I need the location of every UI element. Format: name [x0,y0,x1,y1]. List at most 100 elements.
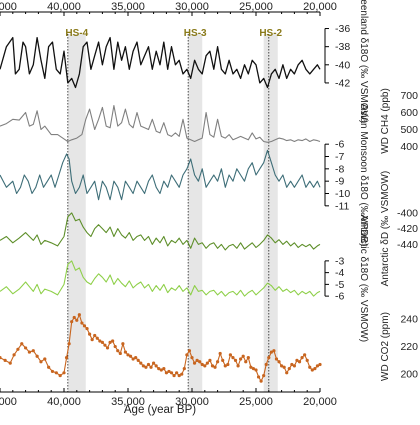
co2-data-point [172,373,176,378]
co2-data-point [149,365,153,369]
co2-data-point [223,364,227,368]
greenland-y-tick-label: -40 [335,59,350,71]
co2-data-point [295,358,299,362]
antarctic_dD-y-tick-label: -400 [397,207,418,219]
co2-data-point [126,353,130,357]
co2-data-point [182,367,186,371]
co2-data-point [208,358,212,362]
co2-data-point [305,358,309,362]
asian-y-tick-label: -10 [335,188,350,200]
co2-data-point [93,333,97,338]
co2-data-point [80,321,84,325]
event-shade-hs-2 [263,34,278,392]
top-x-tick-label: 45,000 [0,1,17,13]
co2-data-point [3,358,7,362]
co2-data-point [35,354,39,358]
co2-data-point [180,372,184,376]
co2-y-tick-label: 200 [400,369,418,381]
co2-data-point [167,369,171,374]
co2-data-point [177,373,181,378]
co2-data-point [303,353,307,357]
x-axis-label: Age (year BP) [124,404,196,416]
ch4-y-tick-label: 400 [400,141,418,153]
co2-data-point [308,365,312,369]
co2-data-point [200,362,204,367]
co2-data-point [264,362,268,367]
co2-data-point [198,360,202,364]
co2-data-point [62,371,66,375]
co2-data-point [0,356,2,360]
co2-data-point [221,358,225,362]
co2-data-point [175,371,179,375]
co2-data-point [111,339,115,343]
co2-data-point [64,356,69,360]
greenland-y-axis-label: Greenland δ18O (‰ VSMOW) [358,0,369,123]
co2-data-point [256,375,261,379]
bottom-x-tick-label: 30,000 [175,396,209,408]
co2-data-point [162,367,166,371]
co2-data-point [300,356,304,360]
antarctic_dD-series-line [0,212,321,251]
co2-data-point [157,367,161,371]
co2-data-point [315,364,320,368]
co2-data-point [128,354,133,358]
co2-data-point [67,342,71,346]
co2-data-point [280,364,284,368]
asian-y-tick-label: -9 [335,176,344,188]
co2-data-point [100,340,104,344]
co2-data-point [313,367,317,371]
greenland-y-tick-label: -36 [335,23,350,35]
antarctic_d18O-y-tick-label: -4 [335,267,344,279]
bottom-x-tick-label: 45,000 [0,396,17,408]
co2-data-point [47,365,51,369]
co2-data-point [43,357,47,361]
co2-data-point [108,340,112,344]
co2-y-axis-label: WD CO2 (ppm) [380,312,391,381]
co2-data-point [72,315,76,320]
co2-data-point [282,365,286,369]
co2-data-point [54,371,58,375]
event-shade-hs-3 [188,34,203,392]
asian-y-tick-label: -11 [335,200,350,212]
co2-data-point [277,360,281,364]
co2-data-point [159,368,163,372]
co2-data-point [141,364,145,368]
co2-data-point [24,346,28,350]
co2-data-point [88,332,92,336]
co2-data-point [123,350,128,354]
co2-data-point [292,364,296,368]
co2-data-point [95,336,99,340]
greenland-series-line [0,36,321,89]
co2-data-point [58,373,62,378]
co2-data-point [218,351,222,356]
top-x-tick-label: 35,000 [111,1,145,13]
co2-data-point [164,371,168,375]
co2-data-point [269,350,273,354]
antarctic_d18O-y-axis-label: Antarctic δ18O (‰ VSMOW) [358,215,369,342]
co2-data-point [244,360,248,364]
event-label-hs-3: HS-3 [184,28,207,39]
event-label-hs-2: HS-2 [259,28,282,39]
asian-y-tick-label: -6 [335,139,344,151]
co2-data-point [310,368,314,372]
co2-data-point [16,347,20,351]
co2-data-point [90,338,94,342]
antarctic_d18O-y-tick-label: -5 [335,279,344,291]
co2-data-point [228,353,232,357]
co2-data-point [121,342,125,346]
co2-data-point [187,349,192,353]
co2-data-point [239,357,243,361]
co2-data-point [287,367,291,371]
co2-data-point [236,364,240,368]
event-label-hs-4: HS-4 [65,28,88,39]
co2-data-point [31,349,35,353]
co2-data-point [190,356,194,360]
asian-series-line [0,149,321,201]
co2-data-point [192,361,197,365]
co2-data-point [105,346,110,350]
co2-data-point [290,362,294,367]
co2-data-point [70,320,74,324]
co2-data-point [116,349,120,353]
co2-data-point [318,362,322,367]
